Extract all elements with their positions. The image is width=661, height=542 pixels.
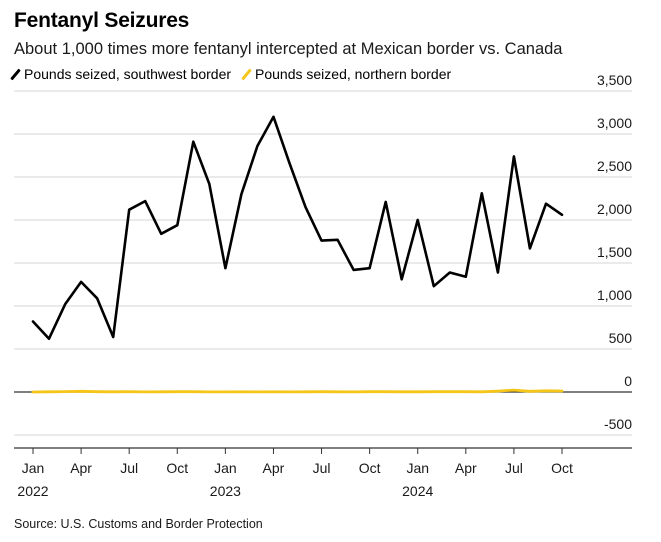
y-tick-label: 500 xyxy=(609,330,633,346)
x-tick-label: Jul xyxy=(120,460,138,476)
x-tick-year-label: 2024 xyxy=(402,483,433,499)
y-tick-label: 1,500 xyxy=(597,244,632,260)
x-tick-label: Jan xyxy=(214,460,237,476)
y-tick-label: 3,500 xyxy=(597,72,632,88)
source-note: Source: U.S. Customs and Border Protecti… xyxy=(14,517,263,531)
x-tick-label: Jan xyxy=(22,460,45,476)
x-tick-label: Oct xyxy=(359,460,381,476)
x-tick-label: Jan xyxy=(406,460,429,476)
x-tick-label: Apr xyxy=(70,460,92,476)
y-tick-label: 0 xyxy=(624,373,632,389)
x-tick-year-label: 2022 xyxy=(17,483,48,499)
series-line-northern xyxy=(33,390,562,392)
x-tick-label: Jul xyxy=(313,460,331,476)
y-tick-label: -500 xyxy=(604,416,632,432)
x-tick-label: Apr xyxy=(455,460,477,476)
line-chart: 3,500 3,000 2,500 2,000 1,500 1,000 500 0 -500 Ja… xyxy=(0,0,661,542)
y-tick-label: 2,500 xyxy=(597,158,632,174)
y-tick-label: 2,000 xyxy=(597,201,632,217)
x-tick-label: Jul xyxy=(505,460,523,476)
series-line-southwest xyxy=(33,117,562,339)
x-tick-label: Apr xyxy=(263,460,285,476)
x-tick-year-label: 2023 xyxy=(210,483,241,499)
x-tick-label: Oct xyxy=(551,460,573,476)
x-tick-label: Oct xyxy=(166,460,188,476)
y-tick-label: 3,000 xyxy=(597,115,632,131)
y-tick-label: 1,000 xyxy=(597,287,632,303)
